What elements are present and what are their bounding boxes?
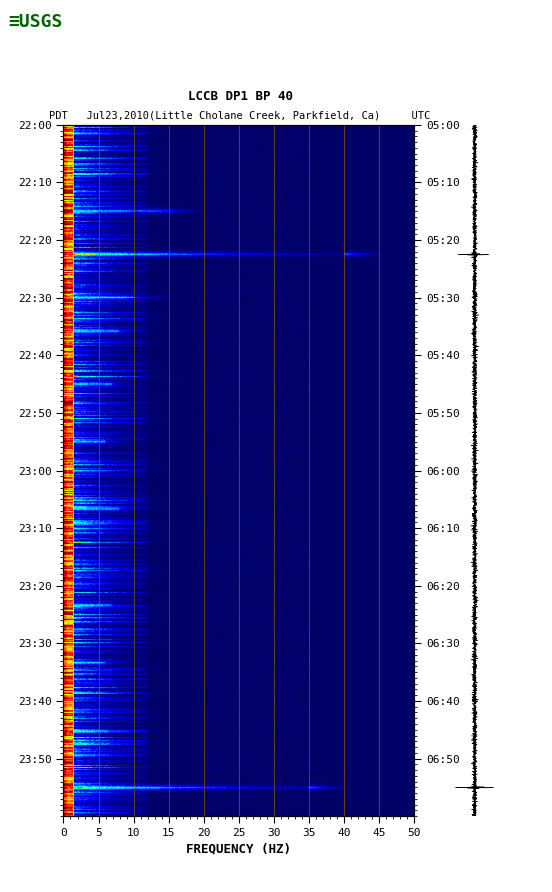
Text: ≡USGS: ≡USGS xyxy=(8,13,63,31)
X-axis label: FREQUENCY (HZ): FREQUENCY (HZ) xyxy=(186,842,291,855)
Text: PDT   Jul23,2010(Little Cholane Creek, Parkfield, Ca)     UTC: PDT Jul23,2010(Little Cholane Creek, Par… xyxy=(50,111,431,120)
Text: LCCB DP1 BP 40: LCCB DP1 BP 40 xyxy=(188,89,293,103)
